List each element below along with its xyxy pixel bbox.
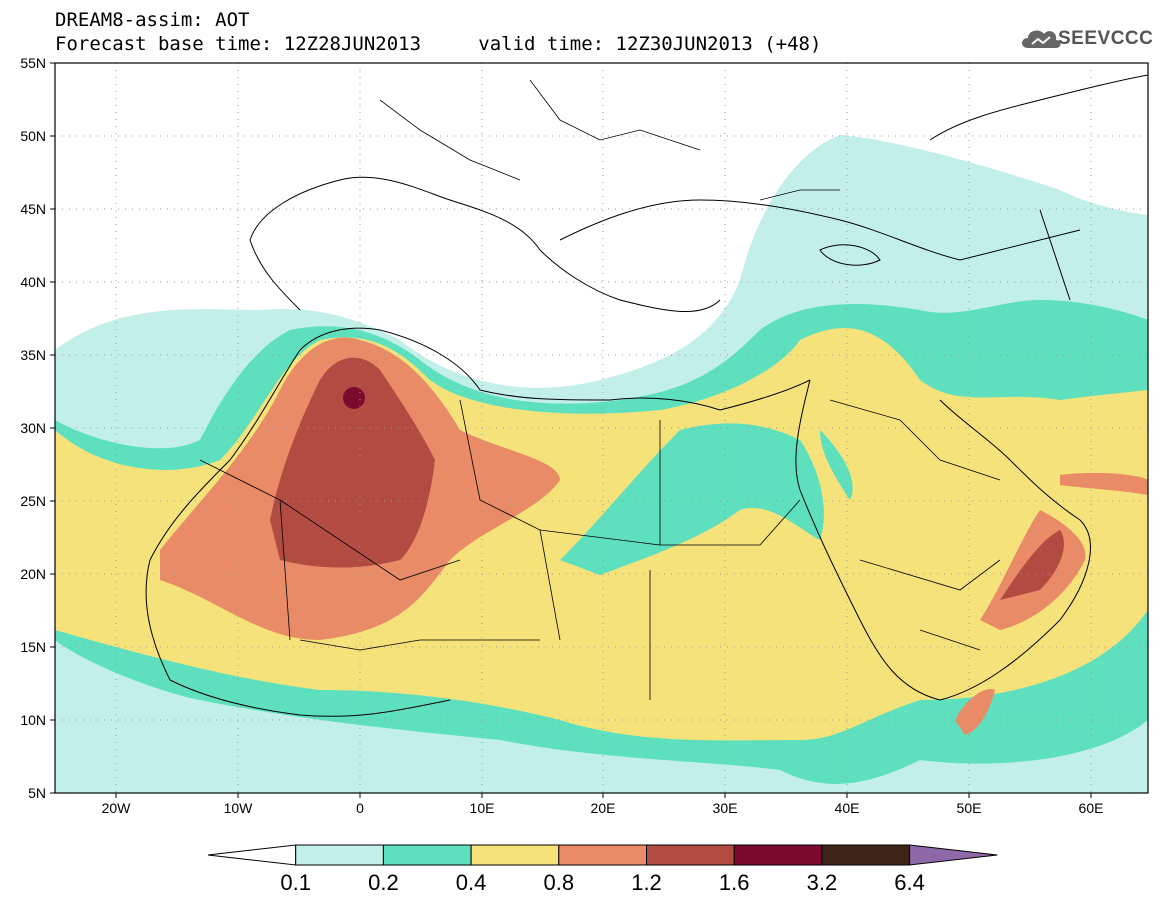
colorbar-label: 6.4 bbox=[894, 870, 925, 895]
country-borders bbox=[199, 79, 1001, 700]
lat-label: 25N bbox=[20, 493, 46, 509]
lat-label: 30N bbox=[20, 420, 46, 436]
axis-ticks bbox=[50, 62, 1092, 798]
colorbar-label: 0.8 bbox=[543, 870, 575, 895]
lat-label: 40N bbox=[20, 274, 46, 290]
colorbar-label: 0.1 bbox=[280, 870, 311, 895]
lat-label: 5N bbox=[28, 785, 46, 801]
aot-contour-0.8-somalia bbox=[955, 689, 995, 735]
lon-label: 10E bbox=[469, 800, 495, 816]
aot-contour-1.2 bbox=[270, 357, 435, 568]
lon-label: 20W bbox=[101, 800, 131, 816]
aot-contour-1.6 bbox=[343, 387, 365, 409]
lon-label: 40E bbox=[834, 800, 860, 816]
lon-label: 60E bbox=[1078, 800, 1104, 816]
map-title: DREAM8-assim: AOT bbox=[55, 9, 250, 31]
lat-label: 45N bbox=[20, 201, 46, 217]
lon-label: 10W bbox=[223, 800, 253, 816]
seevccc-logo: SEEVCCC bbox=[1058, 28, 1154, 49]
base-time-label: Forecast base time: 12Z28JUN2013 bbox=[55, 33, 422, 55]
lat-label: 15N bbox=[20, 639, 46, 655]
coastlines bbox=[145, 74, 1148, 717]
colorbar-label: 0.2 bbox=[368, 870, 399, 895]
lon-label: 0 bbox=[356, 800, 364, 816]
lat-label: 10N bbox=[20, 712, 46, 728]
lon-label: 50E bbox=[956, 800, 982, 816]
cloud-icon bbox=[1022, 30, 1061, 48]
colorbar-label: 1.2 bbox=[631, 870, 662, 895]
aot-contour-0.2-patch bbox=[560, 423, 824, 575]
aot-field bbox=[55, 63, 1148, 793]
aot-contour-0.8-gulf bbox=[1060, 472, 1148, 495]
lat-label: 50N bbox=[20, 128, 46, 144]
lat-label: 20N bbox=[20, 566, 46, 582]
lon-label: 30E bbox=[712, 800, 738, 816]
valid-time-label: valid time: 12Z30JUN2013 (+48) bbox=[478, 33, 822, 55]
aot-contour-1.2-oman bbox=[1000, 530, 1064, 600]
lon-label: 20E bbox=[590, 800, 616, 816]
lat-label: 55N bbox=[20, 55, 46, 71]
lat-label: 35N bbox=[20, 347, 46, 363]
colorbar-label: 0.4 bbox=[455, 870, 487, 895]
colorbar-label: 1.6 bbox=[718, 870, 750, 895]
aot-contour-0.2-patch2 bbox=[820, 430, 853, 500]
colorbar-label: 3.2 bbox=[806, 870, 838, 895]
map-gridlines bbox=[55, 63, 1148, 793]
forecast-times: Forecast base time: 12Z28JUN2013 valid t… bbox=[55, 34, 821, 54]
